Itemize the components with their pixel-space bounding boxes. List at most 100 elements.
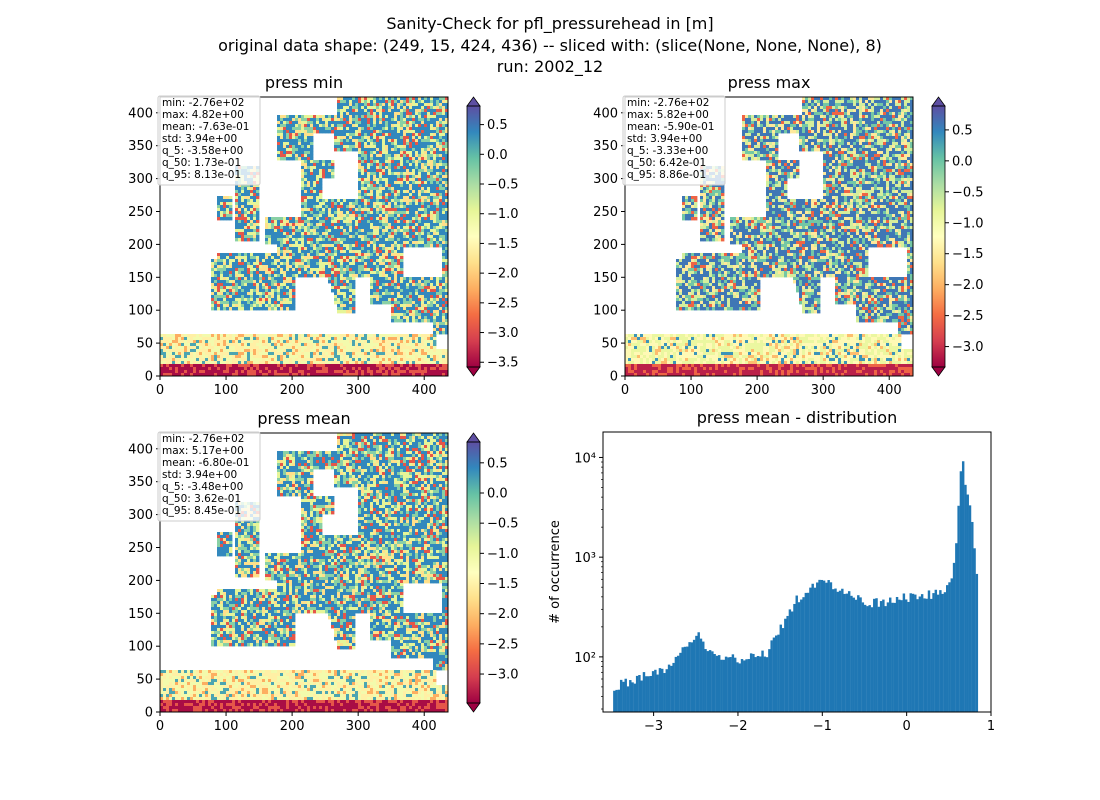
histogram-bar [793, 603, 796, 712]
histogram-bar [946, 585, 949, 712]
histogram-bar [713, 654, 716, 712]
histogram-bar [952, 562, 956, 712]
y-tick-label: 100 [128, 304, 153, 319]
y-tick-label: 150 [593, 271, 618, 286]
histogram-bar [683, 646, 687, 712]
histogram-bar [950, 578, 953, 712]
x-tick-label: 0 [156, 719, 164, 734]
histogram-bar [811, 583, 814, 712]
histogram-bar [731, 654, 735, 712]
histogram-bar [711, 651, 714, 712]
y-tick-label: 200 [128, 574, 153, 589]
histogram-bar [645, 676, 648, 712]
x-tick-label: 200 [745, 383, 770, 398]
x-tick-label: 300 [811, 383, 836, 398]
histogram-bar [857, 595, 860, 712]
stats-line: q_95: 8.45e-01 [162, 505, 241, 517]
hist-y-tick-label: 10⁴ [574, 451, 596, 466]
colorbar-tick-label: −0.5 [952, 185, 984, 200]
histogram-bar [973, 548, 976, 712]
histogram-bar [898, 599, 901, 712]
histogram-bar [679, 652, 682, 712]
histogram-bar [688, 642, 691, 712]
histogram-bar [697, 632, 700, 712]
colorbar-tick-label: −2.5 [952, 309, 984, 324]
histogram-bar [654, 669, 657, 712]
histogram-bar [955, 543, 958, 712]
histogram-bar [738, 663, 741, 712]
stats-line: max: 5.17e+00 [162, 445, 244, 457]
y-tick-label: 100 [128, 640, 153, 655]
histogram-bar [790, 611, 794, 712]
histogram-bar [702, 641, 705, 712]
histogram-bar [613, 690, 616, 712]
colorbar-tick-label: 0.5 [952, 123, 973, 138]
y-tick-label: 100 [593, 304, 618, 319]
map-frame [159, 432, 449, 713]
y-tick-label: 400 [128, 106, 153, 121]
histogram-bar [918, 596, 922, 712]
y-tick-label: 250 [128, 541, 153, 556]
stats-box-frame [622, 95, 726, 186]
colorbar-tick-label: 0.0 [487, 486, 508, 501]
histogram-bar [615, 689, 618, 712]
hist-y-axis-label: # of occurrence [548, 520, 563, 624]
histogram-bar [939, 590, 942, 712]
stats-line: max: 5.82e+00 [627, 109, 709, 121]
histogram-bar [909, 593, 912, 712]
stats-line: q_5: -3.48e+00 [162, 481, 243, 493]
histogram-bar [658, 668, 662, 712]
histogram-bar [900, 600, 903, 712]
histogram-bar [920, 594, 924, 712]
y-tick-label: 0 [145, 706, 153, 721]
histogram-bar [761, 650, 764, 712]
hist-y-tick-label: 10² [574, 651, 596, 666]
y-tick-label: 400 [128, 442, 153, 457]
histogram-bar [957, 505, 960, 712]
histogram-bar [806, 592, 810, 712]
y-tick-label: 250 [128, 205, 153, 220]
histogram-bar [854, 599, 858, 712]
histogram-bar [754, 657, 757, 712]
histogram-bar [720, 659, 723, 712]
histogram-bar [759, 656, 762, 712]
colorbar-gradient [467, 442, 480, 703]
y-tick-label: 250 [593, 205, 618, 220]
histogram-bar [968, 505, 972, 712]
map-panel-press-max: press max 0 100 200 300 400 0 50 100 150 200 250 300… [593, 73, 983, 398]
y-tick-label: 400 [593, 106, 618, 121]
map-raster [160, 97, 449, 377]
stats-line: min: -2.76e+02 [627, 97, 709, 109]
histogram-bar [676, 655, 680, 712]
figure-title-line-1: Sanity-Check for pfl_pressurehead in [m] [386, 14, 713, 34]
histogram-bar [838, 590, 842, 712]
histogram-bar [704, 649, 707, 712]
y-tick-label: 150 [128, 271, 153, 286]
histogram-bar [795, 595, 798, 712]
colorbar-tick-label: −1.0 [952, 216, 984, 231]
histogram-bar [859, 597, 862, 712]
histogram-bar [868, 605, 871, 712]
histogram-bar [932, 593, 935, 712]
x-tick-label: 400 [412, 383, 437, 398]
y-tick-label: 300 [593, 172, 618, 187]
histogram-bar [961, 461, 965, 712]
colorbar: 0.5 0.0 −0.5 −1.0 −1.5 −2.0 −2.5 −3.0 [466, 432, 519, 713]
colorbar-tick-label: −1.5 [487, 577, 519, 592]
stats-line: q_95: 8.13e-01 [162, 169, 241, 181]
map-title: press mean [257, 409, 350, 428]
histogram-bar [893, 602, 896, 712]
histogram-bar [736, 662, 739, 712]
histogram-bar [667, 664, 671, 712]
colorbar-tick-label: 0.0 [952, 154, 973, 169]
histogram-bar [923, 598, 926, 712]
histogram-bar [834, 588, 837, 712]
hist-x-tick-label: 0 [903, 719, 911, 734]
colorbar-tick-label: −3.0 [952, 340, 984, 355]
histogram-bar [788, 609, 792, 712]
map-frame [624, 96, 914, 377]
y-tick-label: 50 [136, 673, 153, 688]
histogram-bar [948, 582, 951, 712]
colorbar-tick-label: −3.5 [487, 356, 519, 371]
